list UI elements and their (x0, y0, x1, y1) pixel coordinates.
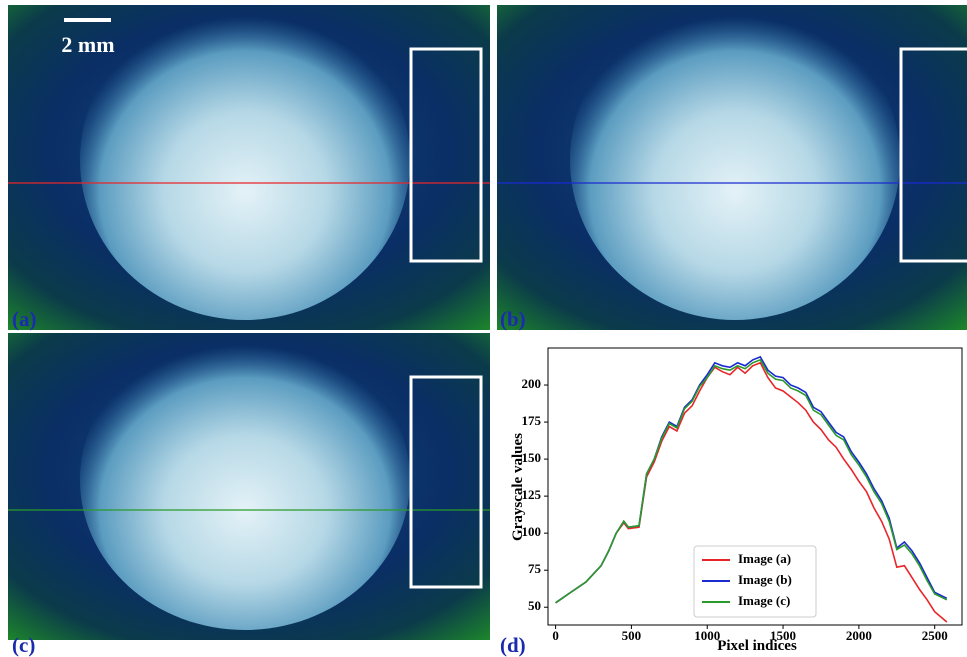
panel-b: (b) (497, 0, 967, 331)
legend-box (693, 545, 817, 618)
roi-box (899, 47, 967, 263)
y-tick-label: 175 (522, 413, 542, 428)
y-axis-label: Grayscale values (510, 433, 526, 541)
legend-label: Image (b) (738, 572, 792, 587)
y-tick-label: 100 (522, 524, 542, 539)
x-tick-label: 500 (622, 628, 642, 643)
x-tick-label: 2000 (846, 628, 872, 643)
panel-d: (d) Pixel indices Grayscale values 0 500 1… (500, 347, 963, 657)
sample-image (80, 0, 410, 320)
scale-label: 2 mm (61, 32, 114, 57)
x-tick-label: 0 (552, 628, 559, 643)
panel-label: (a) (12, 307, 37, 331)
panel-label: (d) (500, 633, 526, 657)
data-line (555, 358, 948, 604)
sample-image (80, 330, 410, 630)
x-tick-label: 1500 (770, 628, 796, 643)
y-tick-label: 150 (522, 450, 542, 465)
roi-box (409, 47, 483, 263)
panel-label: (c) (12, 633, 35, 657)
x-tick-label: 1000 (694, 628, 720, 643)
panel-a: 2 mm (a) (8, 0, 490, 331)
y-tick-label: 200 (522, 376, 542, 391)
legend: Image (a) Image (b) Image (c) (693, 545, 817, 618)
y-tick-label: 75 (528, 561, 542, 576)
legend-label: Image (c) (738, 593, 790, 608)
sample-image (570, 0, 900, 320)
x-axis-label: Pixel indices (717, 638, 797, 654)
y-tick-label: 50 (528, 598, 541, 613)
roi-box (409, 375, 483, 589)
y-tick-label: 125 (522, 487, 542, 502)
x-tick-label: 2500 (922, 628, 948, 643)
panel-c: (c) (8, 330, 490, 657)
panel-label: (b) (500, 307, 526, 331)
legend-label: Image (a) (738, 551, 791, 566)
data-line (555, 361, 948, 623)
